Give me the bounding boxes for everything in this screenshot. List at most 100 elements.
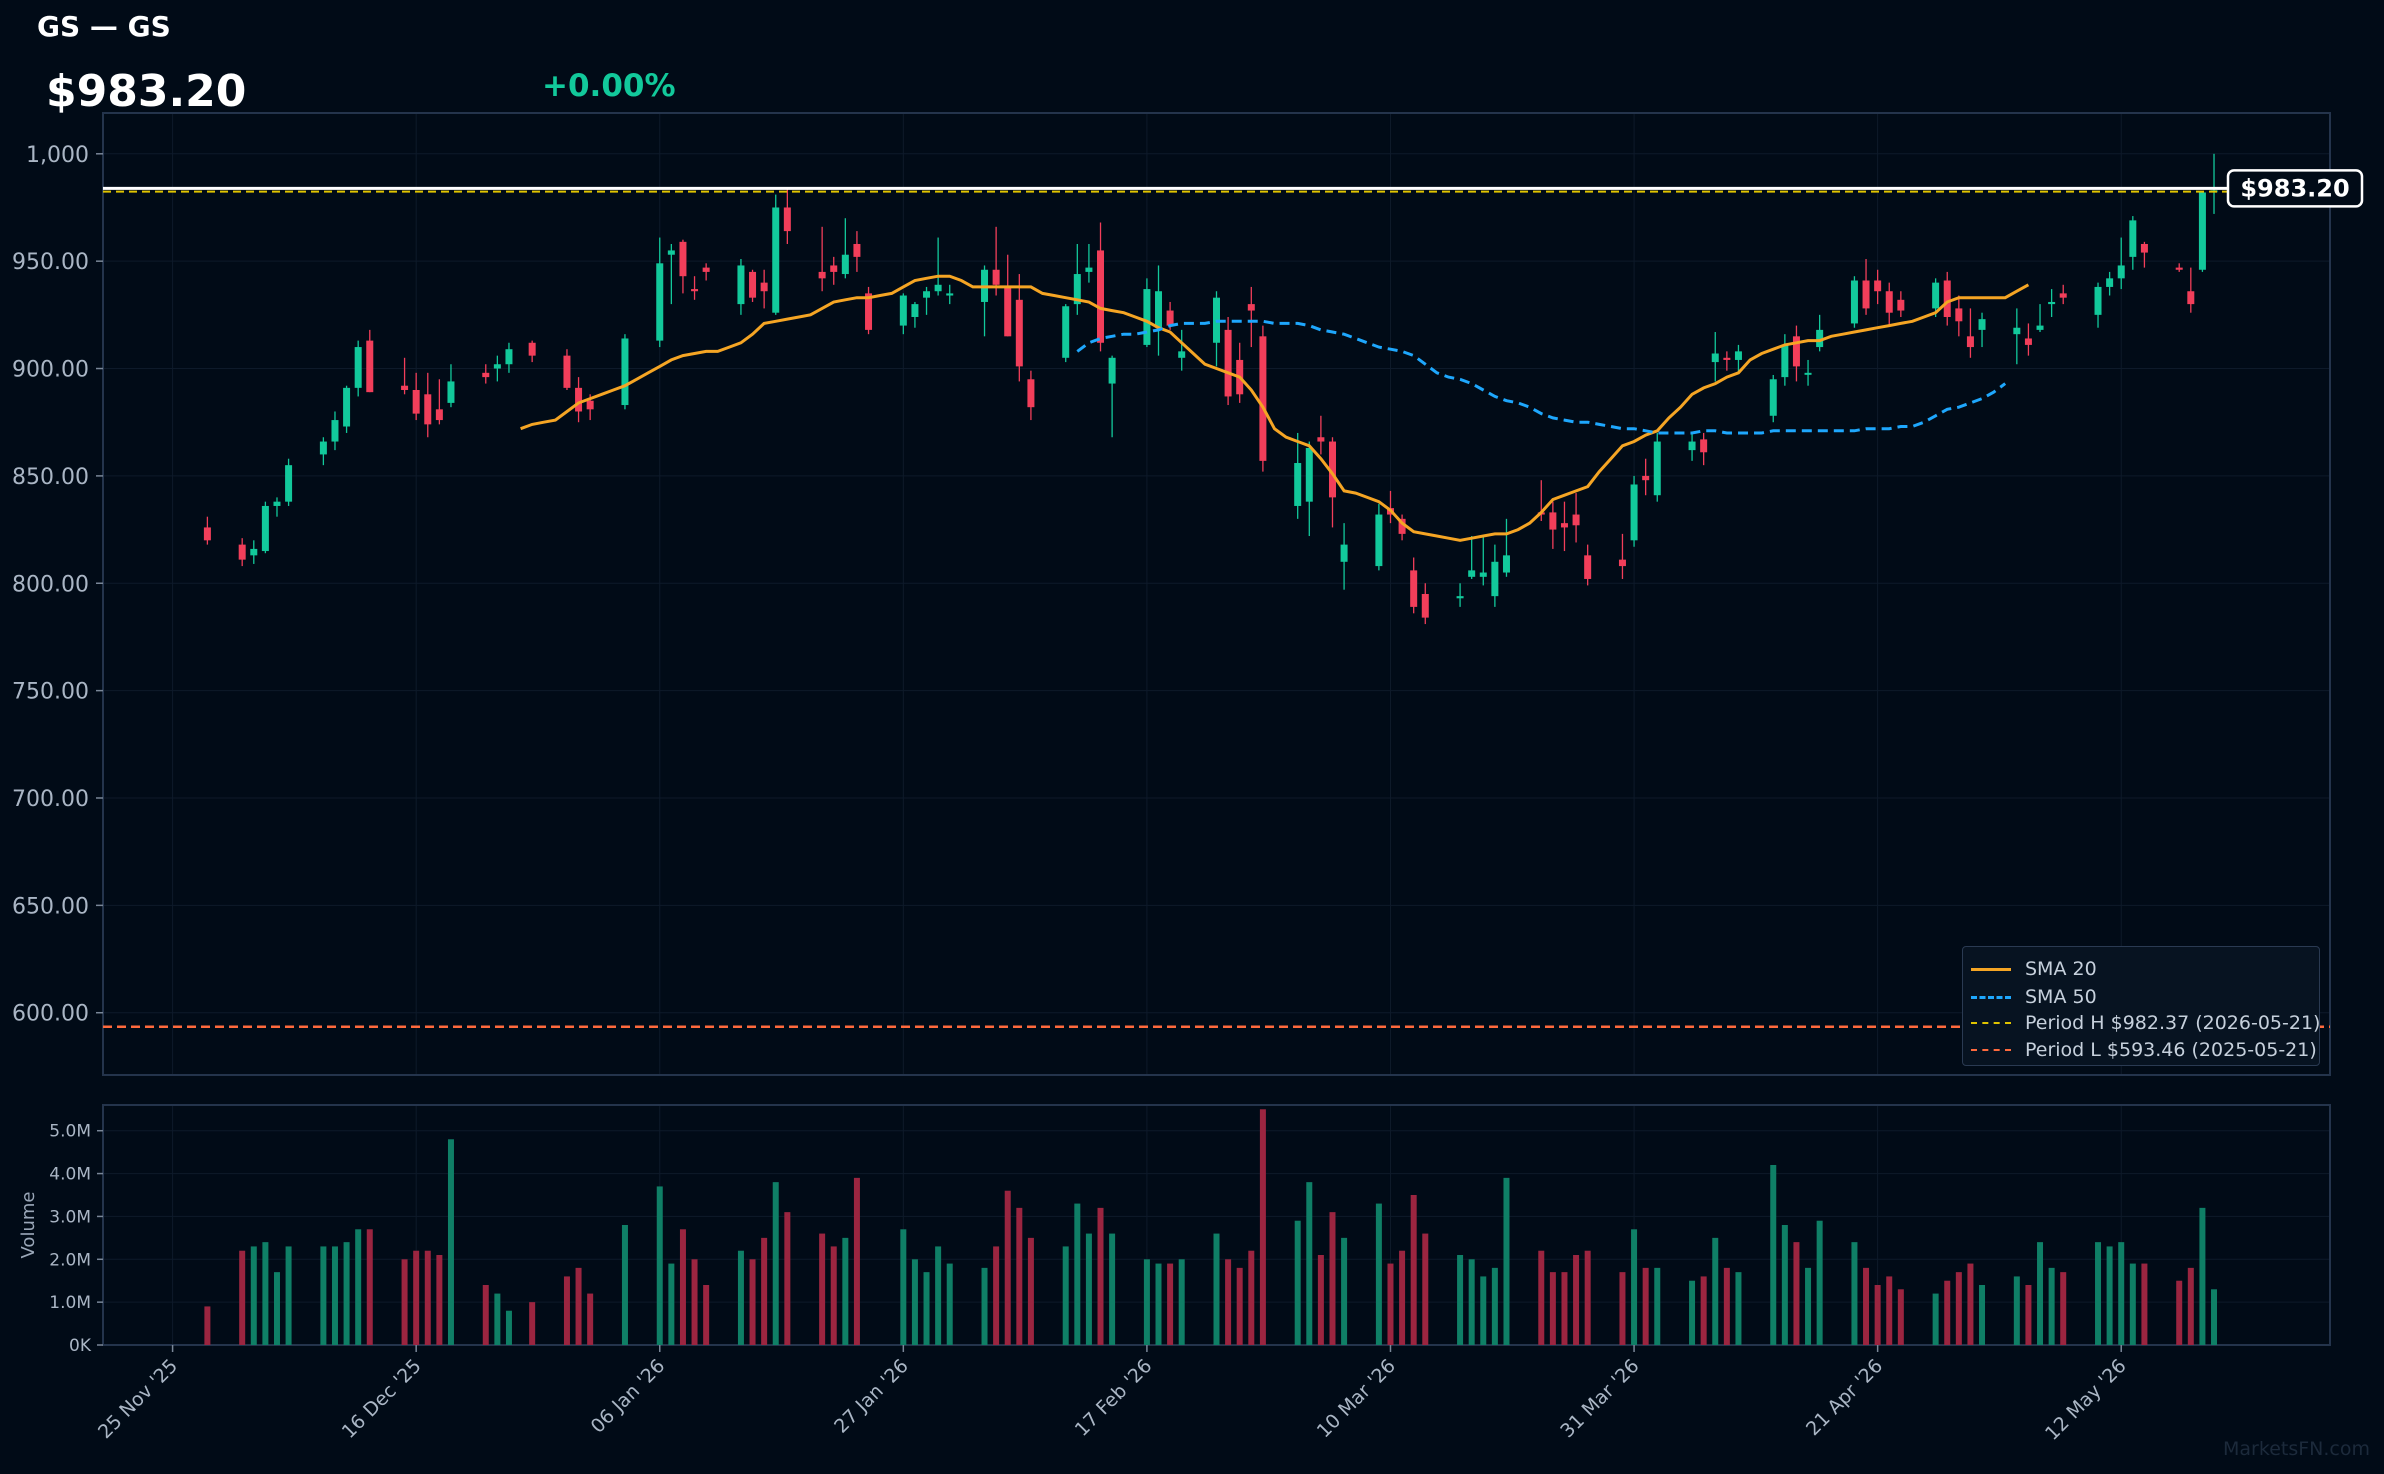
volume-bar [621,1225,628,1345]
candle [749,269,757,302]
candle [424,372,432,438]
candle-body [1700,439,1708,453]
volume-bar [1294,1220,1301,1345]
candle [575,377,583,423]
volume-bar [1109,1233,1116,1345]
candle [505,342,513,373]
candle-body [818,271,826,279]
candle-body [1073,274,1081,305]
volume-bar [529,1302,536,1345]
legend-period-high-label: Period H $982.37 (2026-05-21) [2025,1012,2321,1034]
candle [992,226,1000,296]
candle-body [1711,353,1719,363]
candle-body [899,295,907,326]
candle-body [1932,282,1940,309]
volume-bar [343,1242,350,1345]
candle [1978,312,1986,348]
candle [1850,276,1858,328]
price-tick-label: 950.00 [12,250,89,275]
volume-bar [1097,1207,1104,1345]
candle-body [1769,379,1777,416]
candle [1781,334,1789,386]
candle [899,293,907,335]
volume-bar [772,1182,779,1345]
candle-body [667,250,675,255]
candle-body [238,544,246,560]
volume-bar [563,1276,570,1345]
candle [691,276,699,300]
candle [1804,359,1812,386]
candle [1410,557,1418,614]
candle [1955,295,1963,337]
candle [1560,501,1568,552]
candle-body [1862,280,1870,309]
candle [2187,267,2195,313]
price-tag-text: $983.20 [2240,174,2349,202]
candle-body [1885,291,1893,313]
volume-bar [2095,1242,2102,1345]
candle [667,243,675,305]
volume-bar [2129,1263,2136,1345]
candle [1155,265,1163,356]
x-tick-label: 06 Jan '26 [587,1355,670,1438]
candle-body [1015,299,1023,367]
candle-body [621,338,629,406]
volume-bar [1619,1272,1626,1345]
candle [1073,243,1081,315]
candle-body [1897,299,1905,311]
candle-body [1549,512,1557,530]
volume-bar [749,1259,756,1345]
candle [1340,523,1348,590]
candle [1108,355,1116,438]
candle [1630,475,1638,547]
candle [1097,222,1105,352]
volume-bar [1317,1255,1324,1345]
candle-body [1618,559,1626,567]
volume-bar [1062,1246,1069,1345]
candle-body [412,390,420,414]
candle-body [1978,319,1986,330]
volume-bar [1457,1255,1464,1345]
volume-bar [1874,1285,1881,1345]
candle [1236,342,1244,403]
watermark: MarketsFN.com [2223,1438,2370,1460]
candle-body [273,501,281,506]
candle [783,188,791,244]
candle [1062,304,1070,363]
volume-bar [1584,1250,1591,1345]
candle-body [830,265,838,272]
candle-body [1491,561,1499,597]
volume-bar [1805,1267,1812,1345]
candle [853,231,861,272]
legend-period-low: Period L $593.46 (2025-05-21) [1963,1036,2317,1064]
volume-bar [1236,1267,1243,1345]
candle [2210,153,2218,214]
price-tick-label: 700.00 [12,787,89,812]
candle [1468,536,1476,579]
volume-bar [2060,1272,2067,1345]
candle-body [2175,267,2183,270]
candle-body [2094,286,2102,315]
volume-bar [1480,1276,1487,1345]
volume-bar [935,1246,942,1345]
volume-bar [1329,1212,1336,1345]
volume-bar [1468,1259,1475,1345]
candle [656,237,664,348]
candle [923,286,931,315]
legend-sma50-label: SMA 50 [2025,986,2097,1008]
candle-body [1317,437,1325,442]
candle-body [1155,291,1163,328]
candle [1874,269,1882,305]
volume-bar [1341,1237,1348,1345]
volume-bar [482,1285,489,1345]
volume-tick-label: 0K [69,1336,92,1356]
candle [2175,263,2183,272]
candle-body [702,267,710,272]
volume-bar [1538,1250,1545,1345]
candle [1224,316,1232,406]
candle [331,411,339,451]
candle [2140,241,2148,268]
candle [1572,493,1580,543]
candle [830,256,838,285]
